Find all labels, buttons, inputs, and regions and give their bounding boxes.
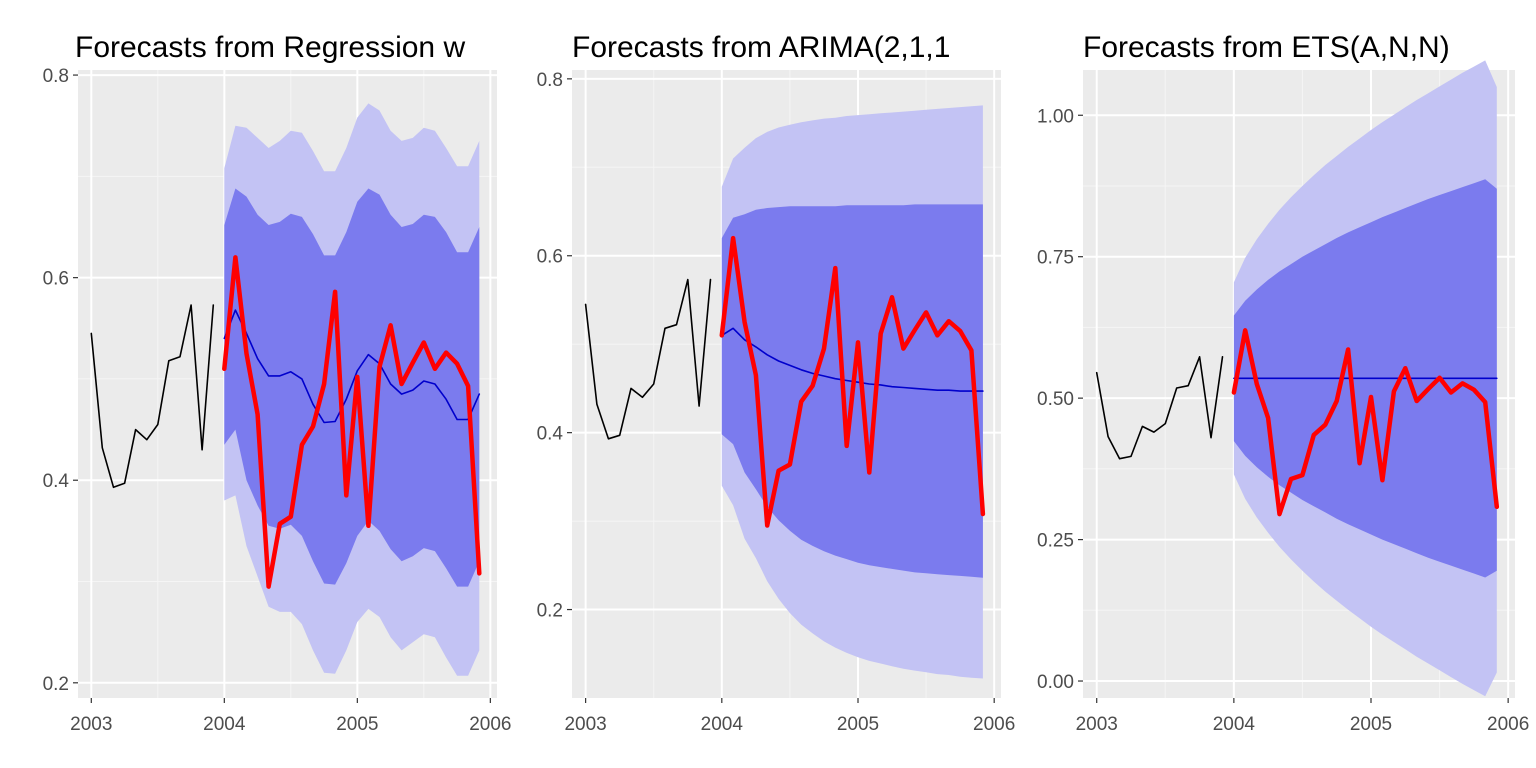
x-axis: 2003 2004 2005 2006 [70,698,511,735]
title-clip-mask [1005,20,1065,68]
y-tick-label: 1.00 [1037,106,1074,127]
prediction-interval-80-band [224,188,480,587]
x-axis: 2003 2004 2005 2006 [564,698,1015,735]
series-lines [90,255,482,589]
observed-line [90,304,215,489]
y-tick-label: 0.6 [537,247,563,268]
y-tick-label: 0.8 [537,70,563,91]
panel-title: Forecasts from Regression w [75,31,465,64]
y-tick-label: 0.50 [1037,389,1074,410]
series-lines [584,235,986,528]
regression-forecast-panel: 0.2 0.4 0.6 0.8 2003 2004 2005 2006 Forecasts … [43,31,512,735]
test-data-line [1231,328,1500,517]
x-axis: 2003 2004 2005 2006 [1076,698,1529,735]
x-tick-label: 2006 [973,714,1015,735]
x-tick-label: 2005 [336,714,378,735]
x-tick-label: 2005 [837,714,879,735]
x-tick-label: 2003 [1076,714,1118,735]
x-tick-label: 2004 [701,714,744,735]
y-tick-label: 0.4 [537,424,564,445]
y-tick-label: 0.2 [43,674,69,695]
point-forecast-line [223,309,481,424]
x-tick-label: 2004 [1213,714,1256,735]
test-data-line [719,235,986,528]
prediction-intervals [224,103,480,676]
x-tick-label: 2006 [1487,714,1529,735]
observed-line [1095,355,1224,460]
y-tick-label: 0.6 [43,269,69,290]
y-axis: 0.2 0.4 0.6 0.8 [537,70,572,622]
x-tick-label: 2006 [469,714,511,735]
x-tick-label: 2005 [1350,714,1392,735]
y-tick-label: 0.2 [537,601,563,622]
y-axis: 0.2 0.4 0.6 0.8 [43,66,78,695]
series-lines [1095,328,1500,517]
panel-title: Forecasts from ARIMA(2,1,1 [572,31,950,64]
y-tick-label: 0.75 [1037,248,1074,269]
x-tick-label: 2003 [564,714,606,735]
x-tick-label: 2003 [70,714,112,735]
y-tick-label: 0.4 [43,471,70,492]
panel-title: Forecasts from ETS(A,N,N) [1083,31,1450,64]
x-tick-label: 2004 [203,714,246,735]
observed-line [584,278,712,440]
y-axis: 0.00 0.25 0.50 0.75 1.00 [1037,106,1083,693]
y-tick-label: 0.25 [1037,531,1074,552]
y-tick-label: 0.00 [1037,672,1074,693]
y-tick-label: 0.8 [43,66,69,87]
arima-forecast-panel: 0.2 0.4 0.6 0.8 2003 2004 2005 2006 Forecasts … [537,31,1016,735]
ets-forecast-panel: 0.00 0.25 0.50 0.75 1.00 2003 2004 2005 2006 Fo… [1037,31,1529,735]
test-data-line [222,255,482,589]
title-clip-mask [515,20,555,68]
